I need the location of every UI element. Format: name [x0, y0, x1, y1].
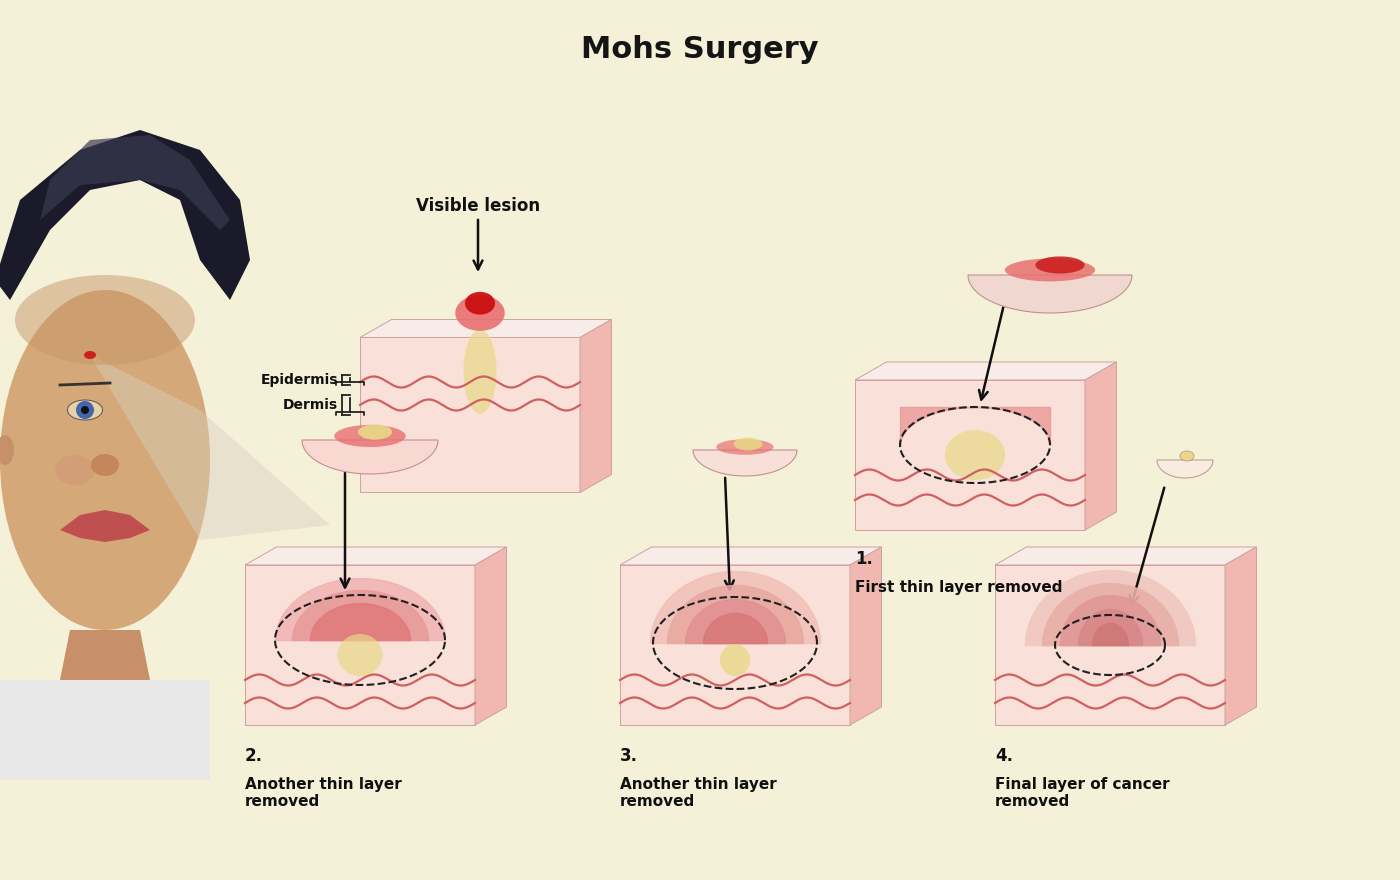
Ellipse shape — [0, 435, 14, 465]
Ellipse shape — [91, 454, 119, 476]
Polygon shape — [850, 547, 882, 725]
Polygon shape — [0, 130, 251, 300]
Polygon shape — [1225, 547, 1256, 725]
Ellipse shape — [465, 292, 496, 315]
Ellipse shape — [455, 295, 505, 331]
Polygon shape — [995, 565, 1225, 725]
Ellipse shape — [945, 430, 1005, 480]
Ellipse shape — [67, 400, 102, 420]
Polygon shape — [620, 547, 882, 565]
Ellipse shape — [55, 455, 95, 485]
Polygon shape — [967, 275, 1133, 313]
Polygon shape — [580, 319, 612, 493]
Ellipse shape — [734, 437, 762, 451]
Polygon shape — [1085, 362, 1116, 530]
Text: Mohs Surgery: Mohs Surgery — [581, 35, 819, 64]
Polygon shape — [245, 565, 475, 725]
Ellipse shape — [81, 406, 90, 414]
Ellipse shape — [0, 290, 210, 630]
Polygon shape — [360, 338, 580, 493]
Ellipse shape — [1036, 256, 1085, 274]
Ellipse shape — [463, 329, 497, 414]
Text: Final layer of cancer
removed: Final layer of cancer removed — [995, 777, 1169, 810]
Ellipse shape — [720, 644, 750, 676]
Ellipse shape — [335, 425, 406, 447]
Text: 1.: 1. — [855, 550, 872, 568]
Polygon shape — [245, 547, 507, 565]
Ellipse shape — [1180, 451, 1194, 461]
Polygon shape — [360, 319, 612, 338]
Polygon shape — [60, 510, 150, 542]
Polygon shape — [60, 630, 150, 680]
Polygon shape — [620, 565, 850, 725]
Text: 4.: 4. — [995, 747, 1014, 765]
Text: Another thin layer
removed: Another thin layer removed — [245, 777, 402, 810]
Polygon shape — [302, 440, 438, 474]
Text: Dermis: Dermis — [283, 398, 337, 412]
Text: Visible lesion: Visible lesion — [416, 197, 540, 215]
Text: 2.: 2. — [245, 747, 263, 765]
Ellipse shape — [84, 351, 97, 359]
Polygon shape — [475, 547, 507, 725]
Ellipse shape — [15, 275, 195, 365]
Text: Another thin layer
removed: Another thin layer removed — [620, 777, 777, 810]
Polygon shape — [41, 135, 230, 230]
Polygon shape — [855, 362, 1116, 380]
Ellipse shape — [337, 634, 382, 676]
Text: 3.: 3. — [620, 747, 638, 765]
Polygon shape — [693, 450, 797, 476]
Text: Epidermis: Epidermis — [260, 373, 337, 387]
Polygon shape — [995, 547, 1256, 565]
Polygon shape — [855, 380, 1085, 530]
Ellipse shape — [76, 401, 94, 419]
Polygon shape — [1156, 460, 1212, 478]
Ellipse shape — [717, 439, 774, 455]
Polygon shape — [90, 355, 330, 540]
Ellipse shape — [1005, 259, 1095, 282]
Text: First thin layer removed: First thin layer removed — [855, 580, 1063, 595]
Polygon shape — [0, 680, 210, 780]
Ellipse shape — [358, 424, 392, 440]
